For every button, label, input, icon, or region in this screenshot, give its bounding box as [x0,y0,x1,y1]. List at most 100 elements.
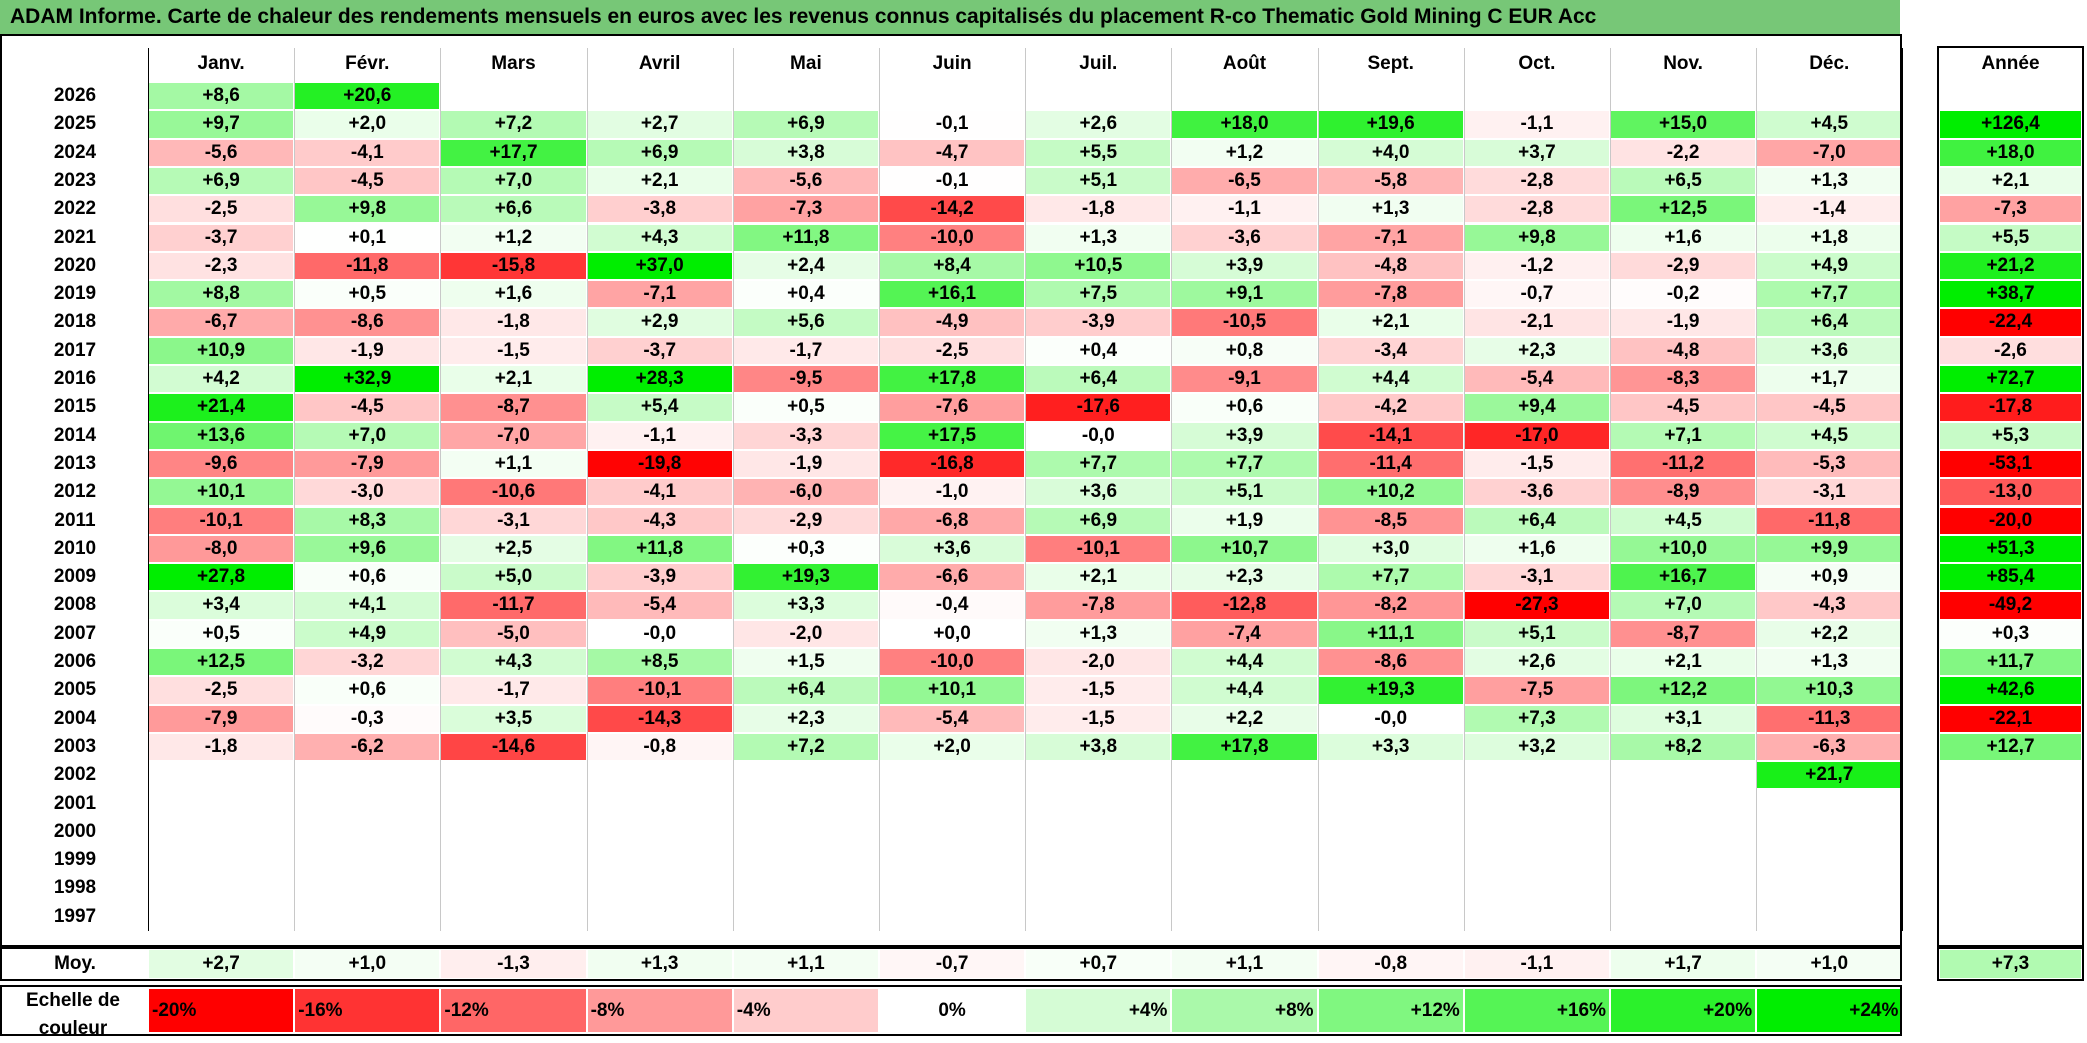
heatmap-cell [1611,847,1755,873]
heatmap-cell: -0,0 [587,620,732,647]
heatmap-cell: -8,5 [1318,507,1463,534]
annual-cell: -13,0 [1940,479,2081,506]
heatmap-cell: -7,8 [1026,592,1171,619]
heatmap-cell: +9,6 [295,535,440,563]
heatmap-cell: +17,8 [880,366,1025,393]
heatmap-cell: -0,7 [1464,281,1609,308]
average-annual-cell: +7,3 [1940,950,2081,978]
heatmap-cell: +18,0 [1172,111,1317,138]
heatmap-cell: -3,7 [149,224,294,251]
row-year-label: 2019 [53,283,97,305]
row-year-label: 2026 [53,85,97,106]
heatmap-cell: +5,5 [1026,139,1171,166]
heatmap-cell: -10,5 [1172,309,1317,336]
heatmap-cell: +4,4 [1172,677,1317,704]
heatmap-cell: -10,6 [441,479,586,506]
heatmap-cell: +4,9 [1757,252,1902,280]
heatmap-cell: +11,8 [587,535,732,563]
heatmap-cell: -1,8 [149,733,294,761]
heatmap-cell [588,819,732,845]
heatmap-cell: +1,3 [1318,196,1463,223]
heatmap-cell: +2,1 [1611,649,1756,676]
heatmap-cell: +3,6 [1757,337,1902,364]
heatmap-cell: +0,4 [1026,337,1171,364]
heatmap-cell: +3,6 [1026,479,1171,506]
row-year-label: 2020 [53,254,97,276]
row-year-label: 2004 [53,707,97,729]
annual-cell [1940,904,2081,930]
heatmap-cell: +1,9 [1172,507,1317,534]
heatmap-cell [1319,904,1463,930]
average-cell: -1,1 [1464,950,1609,978]
heatmap-cell: -6,2 [295,733,440,761]
heatmap-cell: -5,6 [149,139,294,166]
heatmap-cell: +6,9 [587,139,732,166]
heatmap-cell: +5,1 [1026,167,1171,195]
heatmap-cell: +9,7 [149,111,294,138]
heatmap-cell: +7,7 [1757,281,1902,308]
heatmap-cell [1611,83,1755,109]
heatmap-cell: -0,1 [880,167,1025,195]
average-cell: +1,1 [733,950,878,978]
heatmap-cell [588,904,732,930]
heatmap-cell [149,875,293,901]
heatmap-cell: -2,2 [1611,139,1756,166]
heatmap-cell: +1,6 [1464,535,1609,563]
heatmap-cell [734,875,878,901]
heatmap-cell: -10,0 [880,224,1025,251]
heatmap-cell: +1,8 [1757,224,1902,251]
page-title: ADAM Informe. Carte de chaleur des rende… [0,0,1900,34]
annual-cell: +21,2 [1940,252,2081,280]
color-scale-swatch: -12% [441,989,586,1032]
heatmap-cell: +3,4 [149,592,294,619]
heatmap-cell [1026,83,1170,109]
heatmap-cell: -3,9 [1026,309,1171,336]
heatmap-cell: -1,5 [1026,677,1171,704]
heatmap-cell [295,904,439,930]
color-scale-swatch: -8% [587,989,732,1032]
heatmap-cell: -9,6 [149,450,294,478]
heatmap-cell: +8,8 [149,281,294,308]
annual-cell: -7,3 [1940,196,2081,223]
color-scale-swatch: +20% [1611,989,1756,1032]
heatmap-cell [295,875,439,901]
heatmap-cell: +7,7 [1318,564,1463,591]
heatmap-cell: -1,1 [1172,196,1317,223]
heatmap-cell: -5,4 [587,592,732,619]
grid-line [586,48,588,931]
annual-cell: +85,4 [1940,564,2081,591]
heatmap-cell: +12,5 [1611,196,1756,223]
heatmap-cell: -7,3 [733,196,878,223]
heatmap-cell: +0,1 [295,224,440,251]
heatmap-cell: -8,7 [441,394,586,421]
heatmap-cell: -7,1 [1318,224,1463,251]
heatmap-cell [1319,819,1463,845]
average-cell: +1,0 [1757,950,1902,978]
heatmap-cell: -1,8 [441,309,586,336]
heatmap-cell: -0,2 [1611,281,1756,308]
heatmap-cell: -11,7 [441,592,586,619]
heatmap-cell: +3,0 [1318,535,1463,563]
heatmap-cell [1611,875,1755,901]
heatmap-cell: +1,5 [733,649,878,676]
heatmap-cell [588,791,732,817]
heatmap-cell: -1,9 [295,337,440,364]
heatmap-cell [149,819,293,845]
heatmap-cell: -14,1 [1318,422,1463,449]
color-scale-swatch: -4% [733,989,878,1032]
annual-cell: +126,4 [1940,111,2081,138]
heatmap-cell: +3,8 [1026,733,1171,761]
heatmap-cell: -7,4 [1172,620,1317,647]
row-year-label: 2016 [53,368,97,389]
heatmap-cell: +0,6 [295,564,440,591]
heatmap-cell: +21,4 [149,394,294,421]
column-header: Juil. [1079,53,1118,74]
annual-cell: +11,7 [1940,649,2081,676]
heatmap-cell: -8,2 [1318,592,1463,619]
average-cell: +1,0 [295,950,440,978]
heatmap-cell: -1,0 [880,479,1025,506]
heatmap-cell: +2,1 [441,366,586,393]
heatmap-cell: -1,7 [733,337,878,364]
heatmap-cell: -2,8 [1464,196,1609,223]
column-header: Mai [790,53,822,74]
